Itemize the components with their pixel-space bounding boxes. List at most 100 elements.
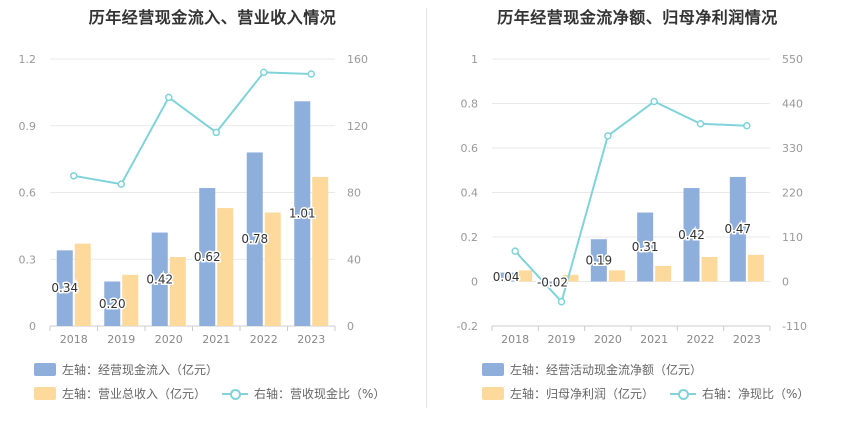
chart-plot-area: -0.2 -110 0 0 0.2 110 0.4 220 0.6 330 0.8 440 1 550 20… xyxy=(457,53,807,346)
y-tick-label-right: 220 xyxy=(782,187,803,200)
line-point xyxy=(117,180,125,188)
line-point xyxy=(70,172,78,180)
data-label: 1.01 xyxy=(289,207,316,221)
bar-series-2 xyxy=(701,257,718,282)
data-label: 0.19 xyxy=(585,253,612,267)
bar-series-2 xyxy=(312,176,329,326)
legend-label: 左轴：营业总收入（亿元） xyxy=(62,387,207,401)
legend-item[interactable]: 右轴：营收现金比（%） xyxy=(222,385,385,402)
x-tick-label: 2018 xyxy=(60,333,88,346)
line-point xyxy=(743,122,751,130)
x-tick-label: 2020 xyxy=(594,333,622,346)
data-label: 0.42 xyxy=(146,272,173,286)
y-tick-label-left: 0.9 xyxy=(19,120,37,133)
line-point xyxy=(260,68,268,77)
x-tick-label: 2019 xyxy=(548,333,576,346)
line-point xyxy=(165,93,173,102)
x-tick-label: 2023 xyxy=(297,333,325,346)
line-point xyxy=(511,247,519,255)
line-point xyxy=(604,132,612,140)
line-point xyxy=(307,70,315,78)
legend-item[interactable]: 左轴：经营活动现金流净额（亿元） xyxy=(482,361,702,378)
x-tick-label: 2022 xyxy=(250,333,278,346)
y-tick-label-right: 80 xyxy=(347,187,361,200)
legend-label: 左轴：经营现金流入（亿元） xyxy=(62,363,219,377)
bar-series-2 xyxy=(516,270,533,282)
data-label: 0.34 xyxy=(51,281,78,295)
legend-swatch xyxy=(482,387,504,400)
x-tick-label: 2022 xyxy=(687,333,715,346)
y-tick-label-right: 120 xyxy=(347,120,368,133)
y-tick-label-right: -110 xyxy=(782,320,807,333)
legend-label: 左轴：归母净利润（亿元） xyxy=(510,387,655,401)
line-series-3 xyxy=(73,71,312,186)
bar-series-1 xyxy=(151,232,168,326)
legend-swatch xyxy=(482,363,504,376)
y-tick-label-left: 0.2 xyxy=(461,231,479,244)
bar-series-2 xyxy=(655,265,672,282)
bar-series-2 xyxy=(608,270,625,282)
x-tick-label: 2021 xyxy=(640,333,668,346)
y-tick-label-left: 0.6 xyxy=(461,142,479,155)
y-tick-label-left: 1 xyxy=(471,53,478,66)
y-tick-label-left: 0.3 xyxy=(19,253,37,266)
bar-series-1 xyxy=(498,272,515,282)
y-tick-label-right: 0 xyxy=(782,276,789,289)
legend-item[interactable]: 左轴：营业总收入（亿元） xyxy=(34,385,206,402)
data-label: 0.62 xyxy=(194,250,221,264)
data-label: 0.04 xyxy=(493,270,520,284)
legend-item[interactable]: 左轴：归母净利润（亿元） xyxy=(482,385,654,402)
y-tick-label-left: 0.6 xyxy=(19,187,37,200)
y-tick-label-left: 1.2 xyxy=(19,53,37,66)
legend-item[interactable]: 右轴：净现比（%） xyxy=(670,385,809,402)
y-tick-label-right: 440 xyxy=(782,98,803,111)
bar-series-1 xyxy=(246,152,263,326)
line-point xyxy=(212,128,220,137)
chart-left: 历年经营现金流入、营业收入情况 0 0 0.3 40 0.6 80 0.9 120 1.2 160… xyxy=(19,8,386,402)
data-label: 0.78 xyxy=(241,232,268,246)
legend-label: 右轴：营收现金比（%） xyxy=(254,387,386,401)
bar-series-1 xyxy=(683,188,700,282)
bar-series-1 xyxy=(637,212,654,282)
data-label: 0.31 xyxy=(632,240,659,254)
bar-series-2 xyxy=(74,243,91,326)
x-tick-label: 2019 xyxy=(107,333,135,346)
y-tick-label-right: 330 xyxy=(782,142,803,155)
data-label: 0.42 xyxy=(678,228,705,242)
chart-plot-area: 0 0 0.3 40 0.6 80 0.9 120 1.2 160 2018 2019 2020 2021… xyxy=(19,53,369,346)
x-tick-label: 2018 xyxy=(501,333,529,346)
bar-series-2 xyxy=(264,212,281,326)
y-tick-label-left: -0.2 xyxy=(457,320,478,333)
bar-series-1 xyxy=(294,101,311,327)
y-tick-label-left: 0.4 xyxy=(461,187,479,200)
bar-series-2 xyxy=(747,254,764,282)
bar-series-1 xyxy=(56,250,73,326)
bar-series-2 xyxy=(217,208,234,326)
legend-swatch xyxy=(34,363,56,376)
chart-right: 历年经营现金流净额、归母净利润情况 -0.2 -110 0 0 0.2 110 0.4 220… xyxy=(425,0,850,437)
x-tick-label: 2020 xyxy=(155,333,183,346)
data-label: 0.47 xyxy=(724,222,751,236)
legend-swatch xyxy=(34,387,56,400)
y-tick-label-right: 40 xyxy=(347,253,361,266)
legend-item[interactable]: 左轴：经营现金流入（亿元） xyxy=(34,361,218,378)
chart-title: 历年经营现金流入、营业收入情况 xyxy=(88,8,337,27)
legend-label: 右轴：净现比（%） xyxy=(702,387,810,401)
panel-divider xyxy=(426,8,427,408)
y-tick-label-right: 0 xyxy=(347,320,354,333)
bar-series-1 xyxy=(729,176,746,282)
legend-swatch xyxy=(222,387,249,400)
y-tick-label-right: 110 xyxy=(782,231,803,244)
y-tick-label-left: 0.8 xyxy=(461,98,479,111)
bar-series-1 xyxy=(544,281,561,286)
y-tick-label-right: 550 xyxy=(782,53,803,66)
line-point xyxy=(696,119,705,128)
data-label: -0.02 xyxy=(537,276,568,290)
x-tick-label: 2021 xyxy=(202,333,230,346)
legend-label: 左轴：经营活动现金流净额（亿元） xyxy=(510,363,703,377)
line-point xyxy=(557,297,566,306)
line-series-3 xyxy=(514,100,747,304)
legend-swatch xyxy=(670,387,697,400)
bar-series-1 xyxy=(590,239,607,282)
y-tick-label-left: 0 xyxy=(471,276,478,289)
